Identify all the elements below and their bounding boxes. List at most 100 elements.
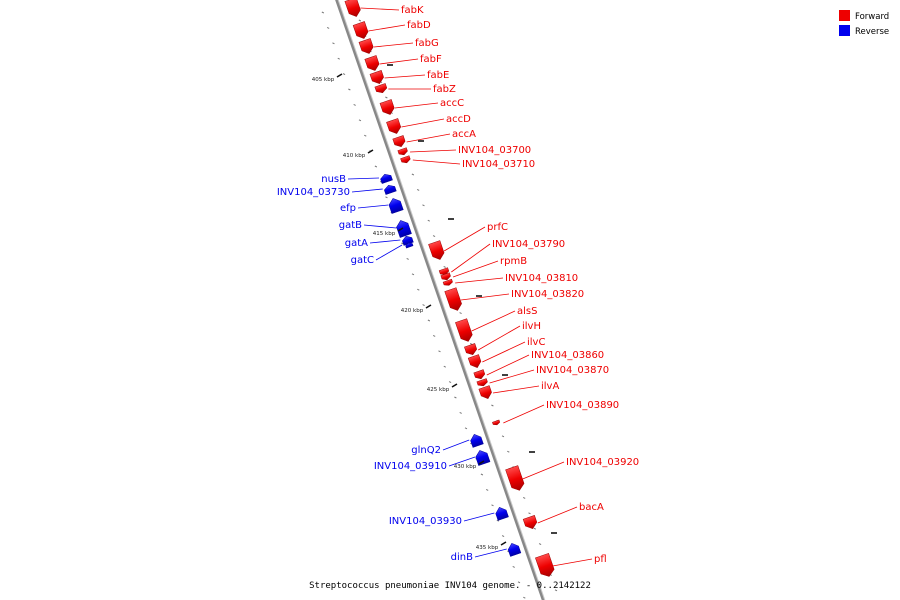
reverse-gene-leader: [357, 204, 389, 209]
forward-gene-label: INV104_03820: [511, 289, 584, 300]
forward-gene-glyph: [476, 378, 488, 387]
forward-gene-glyph: [535, 553, 555, 577]
forward-gene-label: INV104_03870: [536, 365, 609, 376]
reverse-gene-label: gatB: [339, 220, 362, 231]
legend-reverse-label: Reverse: [855, 27, 889, 37]
legend-reverse-swatch: [839, 25, 850, 36]
scale-label: 415 kbp: [373, 231, 396, 237]
reverse-gene-glyph: [396, 220, 412, 238]
reverse-gene-leader: [474, 548, 507, 558]
minor-tick: [348, 88, 351, 91]
scale-label: 410 kbp: [343, 153, 366, 159]
forward-gene-leader: [522, 461, 565, 480]
forward-gene-glyph: [478, 385, 492, 399]
forward-gene-label: fabZ: [433, 84, 456, 95]
minor-tick: [374, 165, 378, 168]
reverse-gene-label: INV104_03930: [389, 516, 462, 527]
forward-gene-leader: [503, 404, 545, 424]
major-tick: [478, 460, 485, 465]
forward-gene-label: ilvC: [527, 337, 545, 348]
minor-tick: [443, 365, 447, 368]
forward-gene-leader: [394, 102, 439, 109]
minor-tick: [321, 11, 325, 14]
forward-gene-glyph: [464, 343, 478, 356]
forward-gene-label: pfl: [594, 554, 607, 565]
minor-tick: [353, 103, 356, 106]
minor-tick: [432, 334, 436, 337]
reverse-gene-leader: [347, 177, 380, 180]
legend: Forward Reverse: [839, 10, 889, 37]
forward-gene-glyph: [455, 318, 473, 342]
forward-gene-label: accD: [446, 114, 471, 125]
forward-gene-label: INV104_03810: [505, 273, 578, 284]
forward-gene-leader: [537, 506, 578, 524]
reverse-gene-label: gatA: [345, 238, 368, 249]
reverse-gene-leader: [463, 512, 495, 522]
forward-gene-label: accC: [440, 98, 464, 109]
genome-caption: Streptococcus pneumoniae INV104 genome. …: [309, 581, 591, 591]
forward-gene-leader: [443, 226, 486, 252]
minor-tick: [459, 411, 462, 414]
forward-gene-glyph: [442, 278, 453, 286]
reverse-gene-leader: [375, 244, 403, 261]
forward-gene-glyph: [473, 369, 486, 380]
forward-gene-label: ilvH: [522, 321, 541, 332]
reverse-gene-glyph: [402, 235, 414, 246]
minor-tick: [358, 119, 362, 122]
forward-gene-leader: [379, 58, 419, 65]
label-layer: fabK fabD fabG fabF fabE fabZ accC accD accA INV1…: [277, 5, 639, 567]
forward-gene-glyph: [505, 465, 525, 491]
minor-tick: [496, 519, 500, 522]
reverse-gene-glyph: [380, 173, 393, 184]
forward-gene-glyph: [369, 70, 384, 84]
forward-gene-leader: [451, 243, 491, 273]
forward-gene-glyph: [364, 55, 380, 71]
minor-tick: [364, 134, 367, 137]
reverse-gene-leader: [351, 188, 383, 193]
forward-gene-leader: [471, 310, 516, 332]
reverse-gene-label: nusB: [321, 174, 346, 185]
forward-gene-leader: [412, 159, 461, 165]
forward-gene-leader: [486, 354, 530, 376]
forward-gene-glyph: [374, 83, 388, 94]
forward-gene-leader: [452, 260, 499, 278]
minor-tick: [512, 565, 515, 568]
minor-tick: [411, 273, 415, 276]
reverse-gene-leader: [363, 224, 397, 229]
forward-gene-label: INV104_03790: [492, 239, 565, 250]
forward-gene-glyph: [428, 240, 445, 260]
forward-gene-glyph: [397, 147, 408, 156]
reverse-gene-glyph: [405, 242, 414, 249]
minor-tick: [422, 204, 425, 207]
forward-gene-leader: [360, 7, 400, 11]
reverse-gene-label: INV104_03910: [374, 461, 447, 472]
minor-tick: [491, 404, 494, 407]
minor-tick: [332, 42, 335, 45]
minor-tick: [422, 304, 425, 307]
forward-gene-label: INV104_03920: [566, 457, 639, 468]
forward-gene-label: INV104_03710: [462, 159, 535, 170]
minor-tick: [358, 19, 362, 22]
forward-gene-label: INV104_03860: [531, 350, 604, 361]
major-tick: [500, 541, 507, 546]
reverse-gene-label: efp: [340, 203, 356, 214]
reverse-gene-leader: [442, 439, 470, 451]
forward-gene-glyph: [438, 267, 450, 276]
reverse-gene-leader: [369, 239, 401, 244]
minor-tick: [401, 242, 404, 245]
minor-tick: [427, 319, 431, 322]
minor-tick: [464, 427, 468, 430]
forward-gene-label: fabE: [427, 70, 449, 81]
legend-forward-label: Forward: [855, 12, 889, 22]
forward-gene-glyph: [400, 155, 411, 164]
major-tick: [336, 73, 343, 78]
forward-gene-leader: [455, 277, 504, 284]
forward-gene-leader: [492, 385, 540, 394]
minor-tick: [501, 435, 505, 438]
minor-tick: [459, 312, 462, 315]
genome-backbone: [335, 0, 545, 600]
reverse-gene-label: gatC: [351, 255, 374, 266]
scale-label: 425 kbp: [427, 387, 450, 393]
minor-tick: [385, 96, 388, 99]
